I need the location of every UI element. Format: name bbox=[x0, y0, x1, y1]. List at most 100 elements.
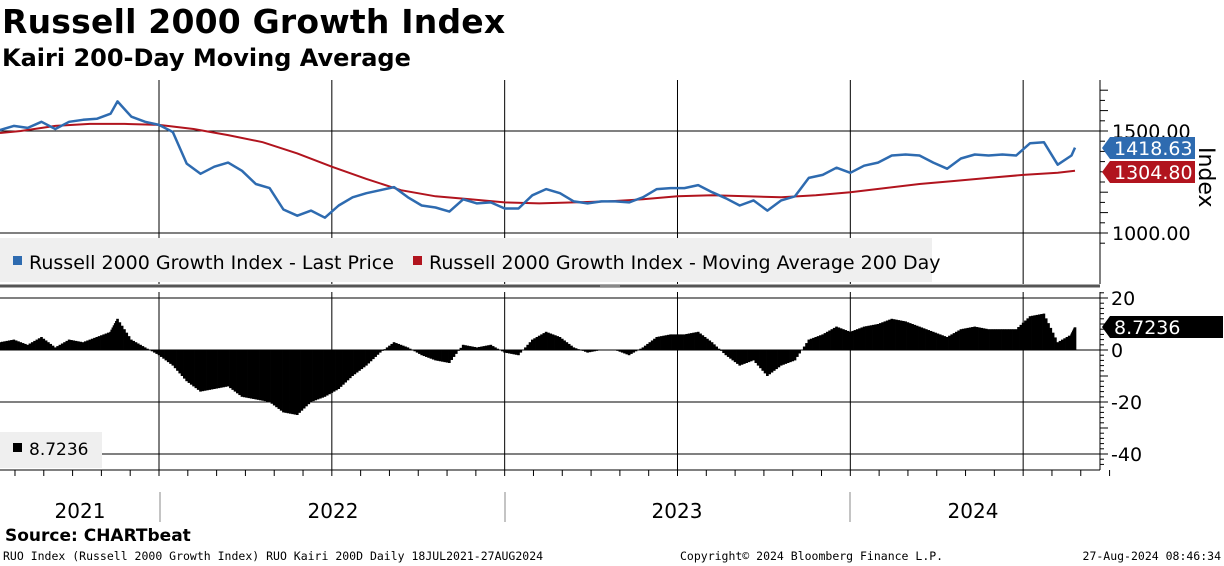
kairi-bar bbox=[948, 335, 951, 350]
kairi-bar bbox=[466, 345, 470, 350]
kairi-bar bbox=[199, 350, 202, 392]
kairi-bar bbox=[1049, 327, 1053, 350]
kairi-bar bbox=[194, 350, 198, 389]
kairi-bar bbox=[1073, 327, 1077, 350]
kairi-bar bbox=[173, 350, 177, 369]
kairi-bar bbox=[318, 350, 322, 399]
kairi-bar bbox=[60, 343, 64, 350]
kairi-bar bbox=[279, 350, 283, 411]
kairi-bar bbox=[991, 329, 995, 350]
kairi-bar bbox=[892, 319, 896, 350]
kairi-bar bbox=[911, 324, 914, 350]
kairi-bar bbox=[132, 340, 135, 350]
kairi-bar bbox=[1054, 337, 1057, 350]
kairi-bar bbox=[784, 350, 788, 364]
kairi-bar bbox=[153, 350, 156, 353]
kairi-bar bbox=[17, 341, 20, 350]
kairi-bar bbox=[501, 350, 504, 352]
kairi-bar bbox=[14, 340, 18, 350]
kairi-bar bbox=[37, 338, 41, 350]
kairi-bar bbox=[524, 347, 527, 350]
kairi-bar bbox=[643, 345, 647, 350]
kairi-bar bbox=[353, 350, 357, 375]
kairi-bar bbox=[625, 350, 629, 355]
kairi-bar bbox=[155, 350, 159, 354]
kairi-bar bbox=[761, 350, 765, 371]
kairi-bar bbox=[1056, 342, 1060, 350]
kairi-bar bbox=[201, 350, 205, 392]
kairi-bar bbox=[814, 337, 818, 350]
kairi-bar bbox=[1065, 337, 1069, 350]
kairi-bar bbox=[277, 350, 281, 409]
kairi-bar bbox=[936, 333, 940, 350]
legend-kairi-swatch bbox=[13, 443, 22, 452]
kairi-bar bbox=[835, 326, 838, 350]
kairi-bar bbox=[920, 327, 924, 350]
kairi-bar bbox=[554, 335, 557, 350]
kairi-bar bbox=[434, 350, 437, 361]
kairi-bar bbox=[530, 339, 534, 350]
kairi-bar bbox=[58, 344, 62, 350]
kairi-bar bbox=[162, 350, 165, 359]
kairi-bar bbox=[19, 342, 23, 350]
kairi-bar bbox=[33, 340, 36, 350]
kairi-bar bbox=[533, 338, 536, 350]
kairi-bar bbox=[5, 340, 9, 350]
kairi-bar bbox=[567, 343, 571, 350]
kairi-bar bbox=[323, 350, 327, 397]
kairi-bar bbox=[408, 348, 412, 350]
kairi-bar bbox=[715, 346, 718, 350]
kairi-bar bbox=[90, 338, 94, 350]
kairi-bar bbox=[215, 350, 218, 389]
kairi-bar bbox=[846, 330, 850, 350]
last-kairi-tag: 8.7236 bbox=[1102, 316, 1223, 339]
kairi-bar bbox=[65, 340, 69, 350]
kairi-bar bbox=[687, 333, 691, 350]
kairi-bar bbox=[549, 333, 553, 350]
kairi-bar bbox=[961, 328, 965, 350]
kairi-bar bbox=[664, 335, 668, 350]
kairi-bar bbox=[1017, 327, 1020, 350]
last-price-line bbox=[0, 100, 1077, 219]
kairi-bar bbox=[954, 331, 958, 350]
kairi-bar bbox=[268, 350, 271, 402]
kairi-bar bbox=[302, 350, 306, 409]
kairi-bar bbox=[136, 343, 140, 350]
kairi-bar bbox=[1051, 332, 1055, 350]
kairi-bar bbox=[729, 350, 732, 359]
kairi-bar bbox=[639, 348, 642, 350]
kairi-bar bbox=[77, 341, 80, 350]
kairi-bar bbox=[242, 350, 246, 398]
kairi-bar bbox=[749, 350, 753, 362]
kairi-bar bbox=[968, 327, 972, 350]
kairi-bar bbox=[7, 340, 11, 350]
kairi-bar bbox=[590, 350, 594, 352]
kairi-bar bbox=[708, 340, 712, 350]
kairi-bar bbox=[342, 350, 345, 385]
kairi-bar bbox=[265, 350, 269, 402]
kairi-bar bbox=[229, 350, 232, 389]
kairi-bar bbox=[791, 350, 795, 362]
last-price-tag: 1418.63 bbox=[1102, 137, 1195, 160]
kairi-bar bbox=[789, 350, 792, 363]
kairi-bar bbox=[938, 334, 942, 350]
kairi-bar bbox=[0, 341, 4, 350]
kairi-bar bbox=[166, 350, 170, 363]
kairi-bar bbox=[869, 325, 873, 350]
kairi-bar bbox=[699, 333, 702, 350]
kairi-bar bbox=[904, 321, 907, 350]
kairi-bar bbox=[72, 340, 76, 350]
kairi-bar bbox=[325, 350, 329, 396]
kairi-bar bbox=[766, 350, 769, 376]
kairi-bar bbox=[452, 350, 456, 357]
kairi-bar bbox=[348, 350, 352, 379]
kairi-bar bbox=[413, 350, 417, 352]
kairi-bar bbox=[878, 323, 882, 350]
kairi-bar bbox=[782, 350, 785, 365]
x-tick-label-year: 2022 bbox=[308, 499, 359, 523]
kairi-bar bbox=[212, 350, 216, 389]
kairi-bar bbox=[429, 350, 433, 359]
kairi-bar bbox=[671, 334, 675, 350]
kairi-bar bbox=[883, 321, 887, 350]
kairi-bar bbox=[588, 350, 592, 353]
